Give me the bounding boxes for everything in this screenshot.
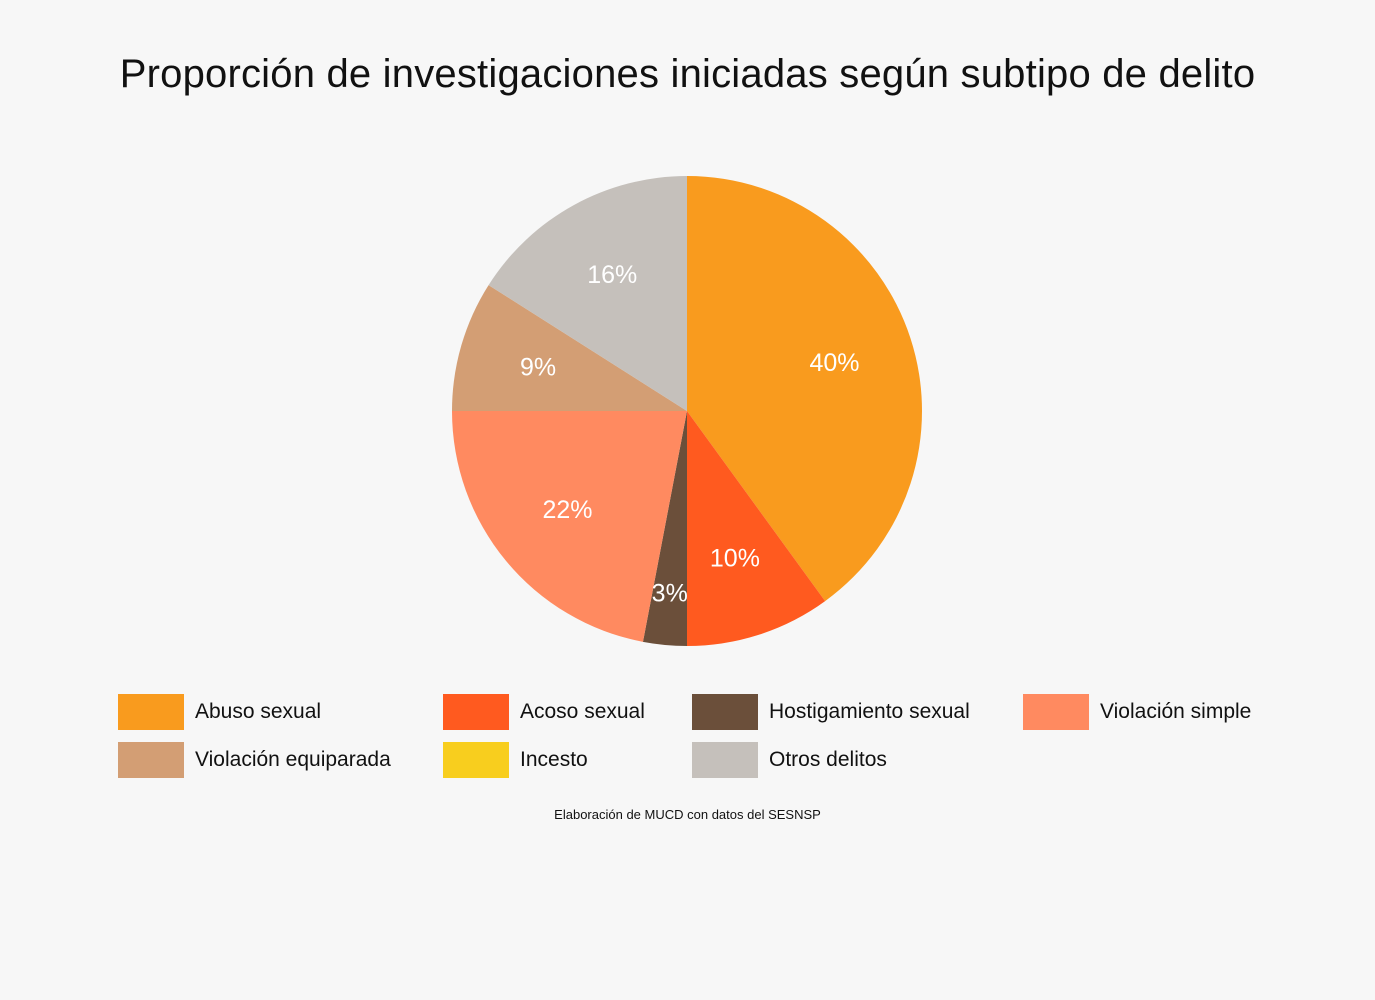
pie-slice-violacion-equiparada	[452, 285, 687, 411]
pie-slice-abuso-sexual	[687, 176, 922, 602]
pie-slice-hostigamiento-sexual	[642, 411, 687, 646]
pie-slice-violacion-simple	[452, 411, 687, 642]
slice-label-abuso-sexual: 40%	[809, 349, 859, 377]
slice-label-hostigamiento-sexual: 3%	[652, 579, 688, 607]
chart-title: Proporción de investigaciones iniciadas …	[119, 52, 1256, 96]
slice-label-violacion-simple: 22%	[542, 496, 592, 524]
slice-label-violacion-equiparada: 9%	[520, 354, 556, 382]
pie-slice-otros-delitos	[488, 176, 687, 411]
slice-label-acoso-sexual: 10%	[710, 545, 760, 573]
pie-slice-acoso-sexual	[687, 411, 826, 646]
source-note: Elaboración de MUCD con datos del SESNSP	[554, 807, 821, 822]
slice-label-otros-delitos: 16%	[587, 261, 637, 289]
